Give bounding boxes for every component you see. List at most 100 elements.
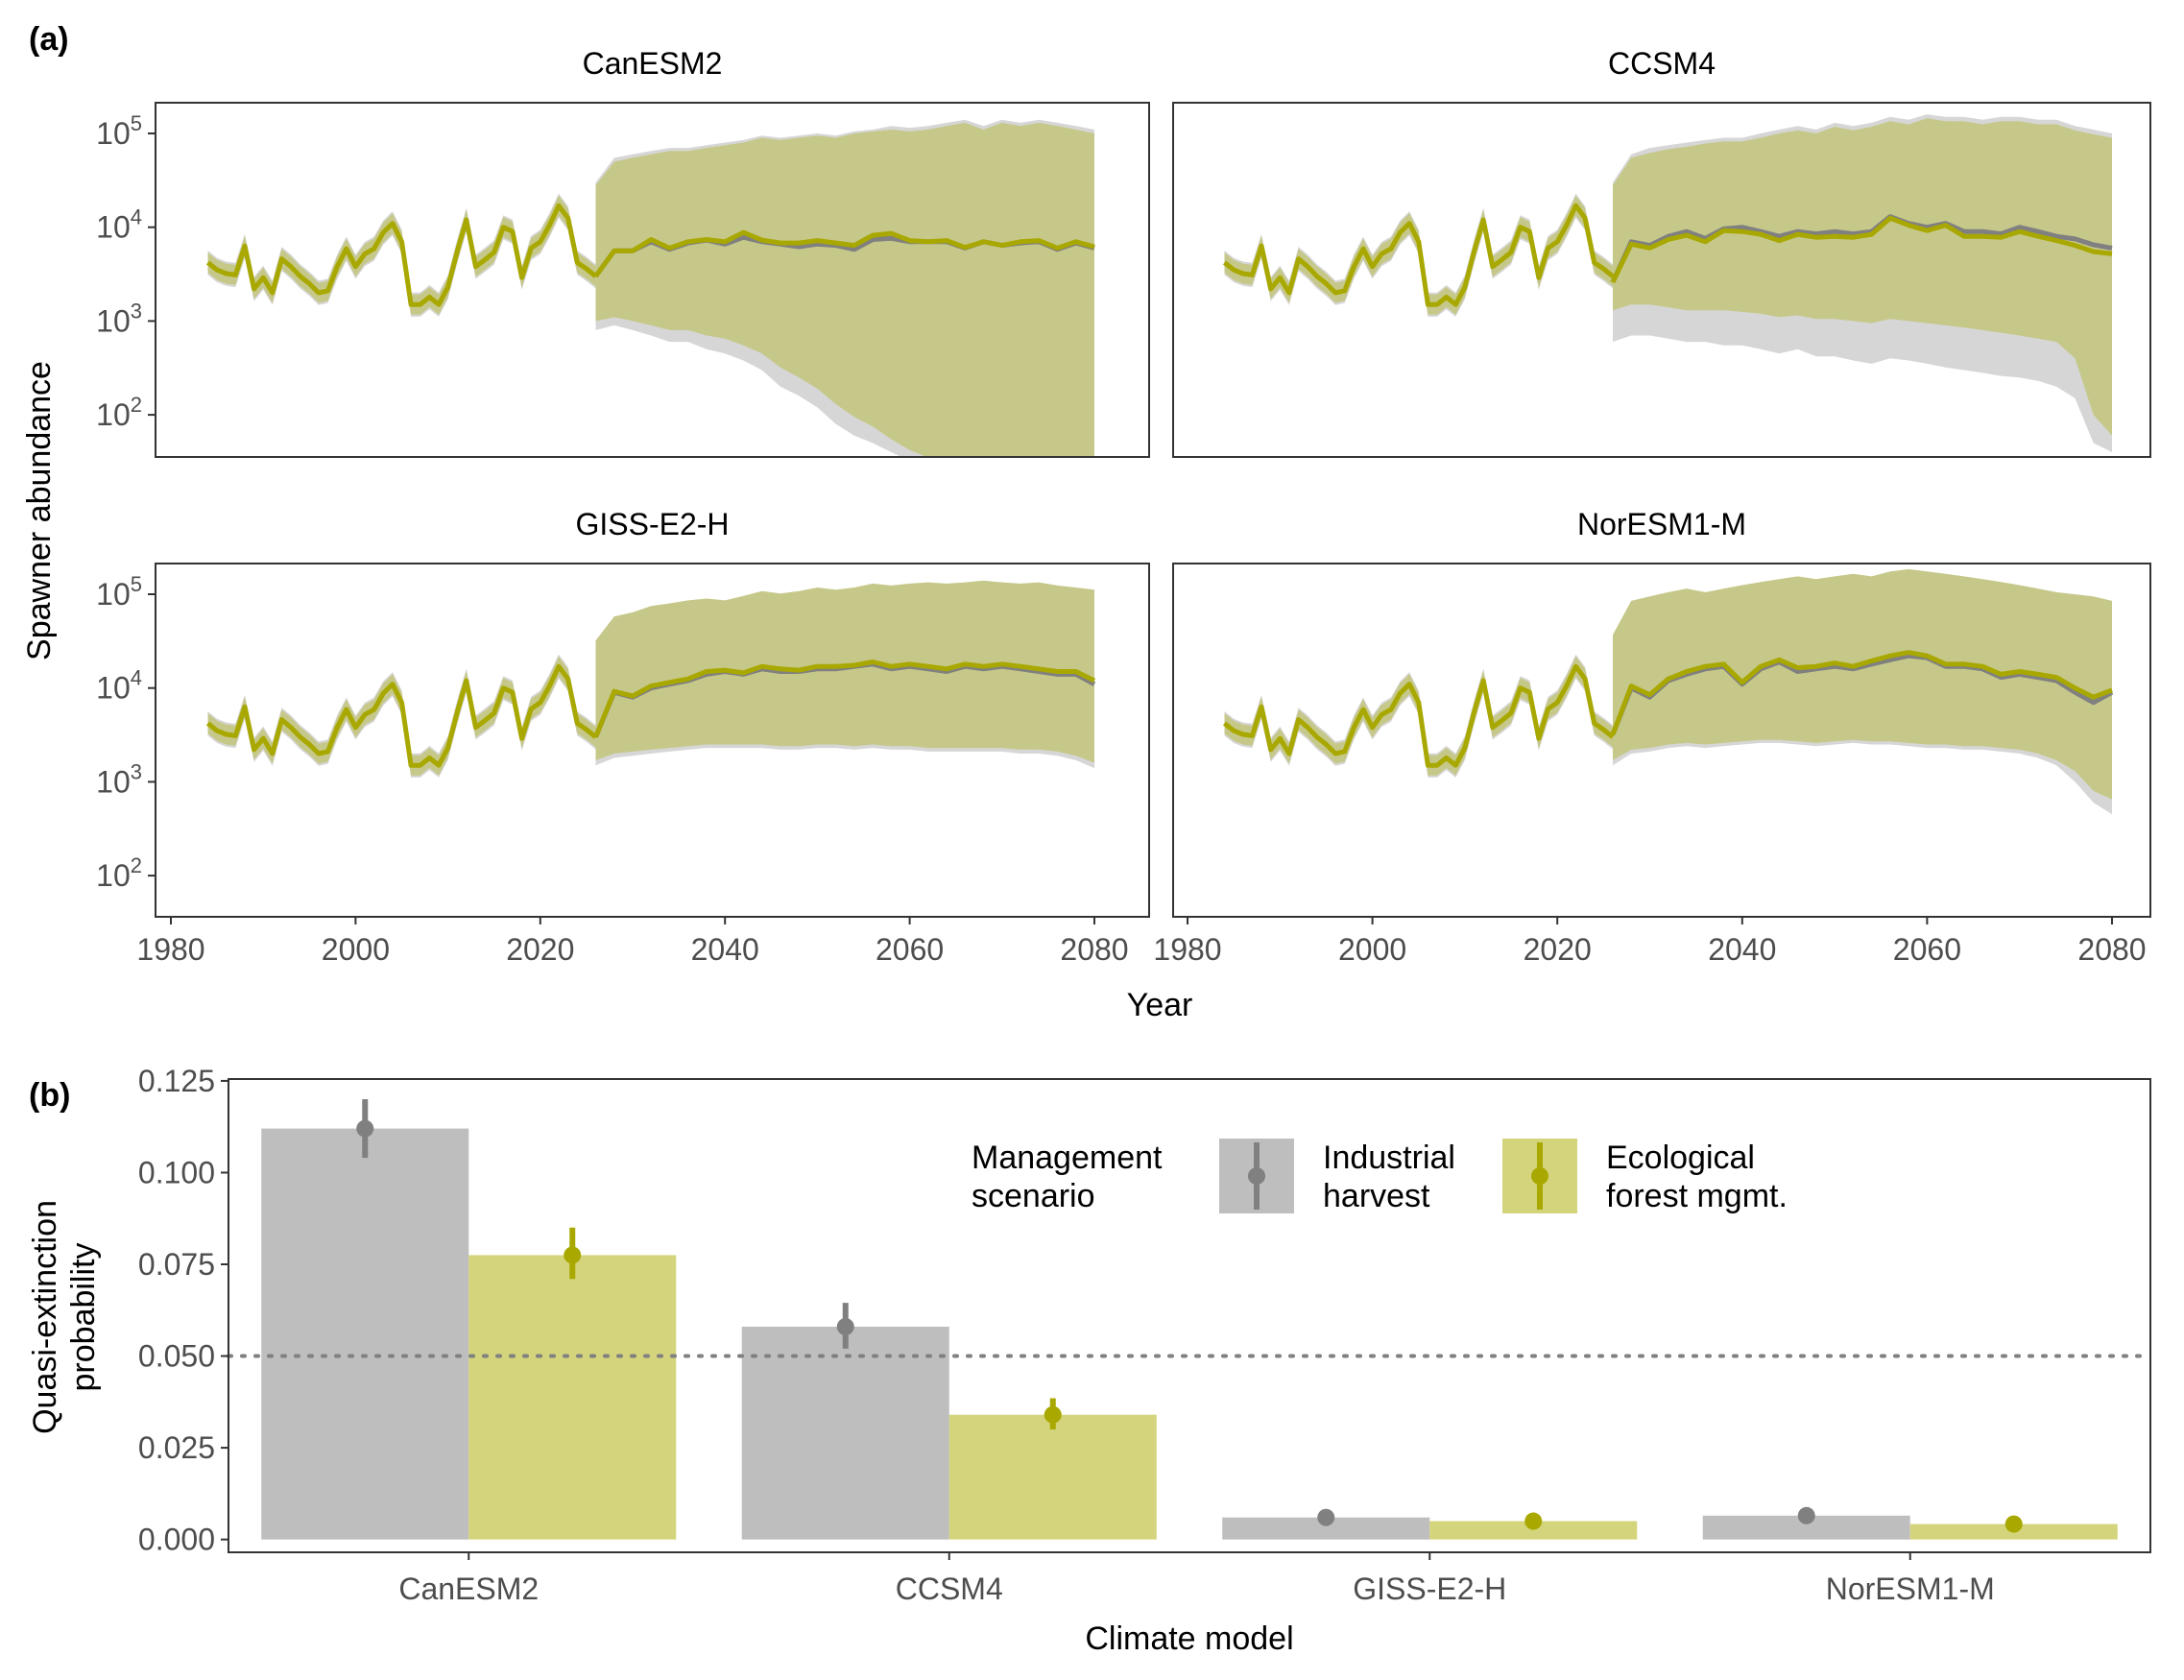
point-estimate [1317, 1508, 1335, 1526]
y-tick-base: 10 [96, 210, 131, 245]
y-tick-label: 0.075 [138, 1247, 215, 1282]
median-line-ecological [1610, 650, 2113, 735]
x-tick-label: 2020 [506, 932, 574, 967]
y-tick-base: 10 [96, 671, 131, 706]
y-tick-exponent: 3 [131, 299, 142, 323]
facet-frame [1172, 563, 2151, 918]
historical-ribbon-ecological [207, 195, 596, 315]
x-tick-label: GISS-E2-H [1353, 1572, 1506, 1606]
bar-giss-e2-h-industrial [1222, 1517, 1430, 1540]
legend-key-point [1531, 1167, 1548, 1185]
y-tick-label: 0.000 [138, 1523, 215, 1557]
y-tick-base: 10 [96, 764, 131, 799]
y-tick-label: 103 [96, 759, 142, 799]
ribbon-ecological [1613, 118, 2112, 436]
legend-key-point [1248, 1167, 1265, 1185]
y-tick-label: 0.050 [138, 1339, 215, 1374]
median-line-ecological [1610, 215, 2113, 283]
y-tick-label: 0.025 [138, 1430, 215, 1465]
y-tick-exponent: 5 [131, 572, 142, 596]
y-tick-base: 10 [96, 858, 131, 893]
y-tick-exponent: 5 [131, 111, 142, 135]
facet-plot-area [205, 119, 1095, 457]
y-tick-label: 104 [96, 205, 142, 245]
historical-median-line [1222, 203, 1615, 307]
bar-giss-e2-h-ecological [1429, 1521, 1638, 1540]
x-tick-label: 2000 [322, 932, 390, 967]
median-line-ecological [593, 660, 1096, 738]
x-axis-title: Climate model [1085, 1620, 1293, 1657]
historical-median-line [205, 203, 598, 307]
y-tick-label: 102 [96, 393, 142, 432]
y-tick-exponent: 4 [131, 205, 142, 229]
point-estimate [1044, 1405, 1062, 1424]
y-tick-base: 10 [96, 577, 131, 612]
x-tick-label: 1980 [136, 932, 204, 967]
x-tick-label: NorESM1-M [1826, 1572, 1995, 1606]
median-line-ecological [593, 229, 1095, 278]
point-estimate [2004, 1515, 2023, 1533]
x-axis-title: Year [1127, 987, 1193, 1023]
legend-label-line1: Ecological [1606, 1140, 1755, 1176]
bar-canesm2-ecological [468, 1255, 677, 1540]
panel-a-label: (a) [29, 21, 69, 58]
y-axis-title-line2: probability [65, 1243, 102, 1392]
facet-frame [155, 102, 1150, 458]
x-tick-label: CanESM2 [398, 1572, 539, 1606]
y-tick-label: 102 [96, 853, 142, 893]
y-tick-label: 105 [96, 572, 142, 612]
x-tick-label: 1980 [1153, 932, 1221, 967]
facet-plot-area [1222, 114, 2113, 452]
x-tick-label: 2040 [691, 932, 759, 967]
x-tick-label: 2060 [1893, 932, 1961, 967]
facet-title: GISS-E2-H [575, 507, 729, 541]
legend-label-line1: Industrial [1323, 1140, 1455, 1176]
facet-plot-area [1222, 568, 2114, 815]
bar-ccsm4-industrial [741, 1326, 949, 1540]
facet-noresm1-m: NorESM1-M 1980 2000 2020 2040 2060 2080 [1153, 507, 2151, 967]
bar-ccsm4-ecological [948, 1414, 1157, 1540]
median-line-industrial [1610, 214, 2113, 283]
y-tick-exponent: 4 [131, 666, 142, 690]
x-tick-label: 2060 [876, 932, 944, 967]
x-tick-label: 2080 [1060, 932, 1128, 967]
ribbon-ecological [595, 580, 1094, 763]
panel-a-timeseries: CanESM2102103104105CCSM4GISS-E2-H1021031… [21, 46, 2151, 1023]
y-tick-base: 10 [96, 397, 131, 432]
bar-canesm2-industrial [261, 1128, 469, 1540]
historical-ribbon-ecological [1224, 656, 1613, 776]
x-tick-label: CCSM4 [896, 1572, 1003, 1606]
facet-title: CanESM2 [583, 46, 723, 81]
x-tick-label: 2020 [1524, 932, 1592, 967]
x-tick-label: 2080 [2077, 932, 2146, 967]
plot-frame [228, 1078, 2151, 1553]
y-tick-exponent: 2 [131, 393, 142, 417]
y-tick-base: 10 [96, 303, 131, 338]
y-tick-exponent: 3 [131, 759, 142, 783]
legend-label-line2: harvest [1323, 1178, 1430, 1214]
point-estimate [356, 1119, 374, 1138]
legend-label-line2: forest mgmt. [1606, 1178, 1788, 1214]
historical-median-line [205, 663, 598, 768]
x-tick-label: 2000 [1338, 932, 1406, 967]
ribbon-ecological [595, 122, 1094, 457]
ribbon-ecological [1613, 568, 2112, 800]
y-tick-label: 0.100 [138, 1155, 215, 1189]
facet-title: CCSM4 [1608, 46, 1716, 81]
y-tick-label: 0.125 [138, 1064, 215, 1098]
historical-ribbon-ecological [1224, 195, 1613, 315]
historical-median-line [1222, 663, 1615, 768]
y-tick-base: 10 [96, 116, 131, 151]
historical-ribbon-ecological [207, 656, 596, 776]
median-line-industrial [1610, 653, 2114, 735]
point-estimate [1524, 1512, 1543, 1530]
y-tick-exponent: 2 [131, 853, 142, 877]
legend-title-line1: Management [972, 1140, 1163, 1176]
y-axis-title: Spawner abundance [21, 361, 58, 660]
panel-b-barchart: CanESM2 CCSM4 GISS-E2-H NorESM1-M 0.000 0.025… [27, 1064, 2152, 1657]
panel-b-label: (b) [29, 1077, 70, 1114]
